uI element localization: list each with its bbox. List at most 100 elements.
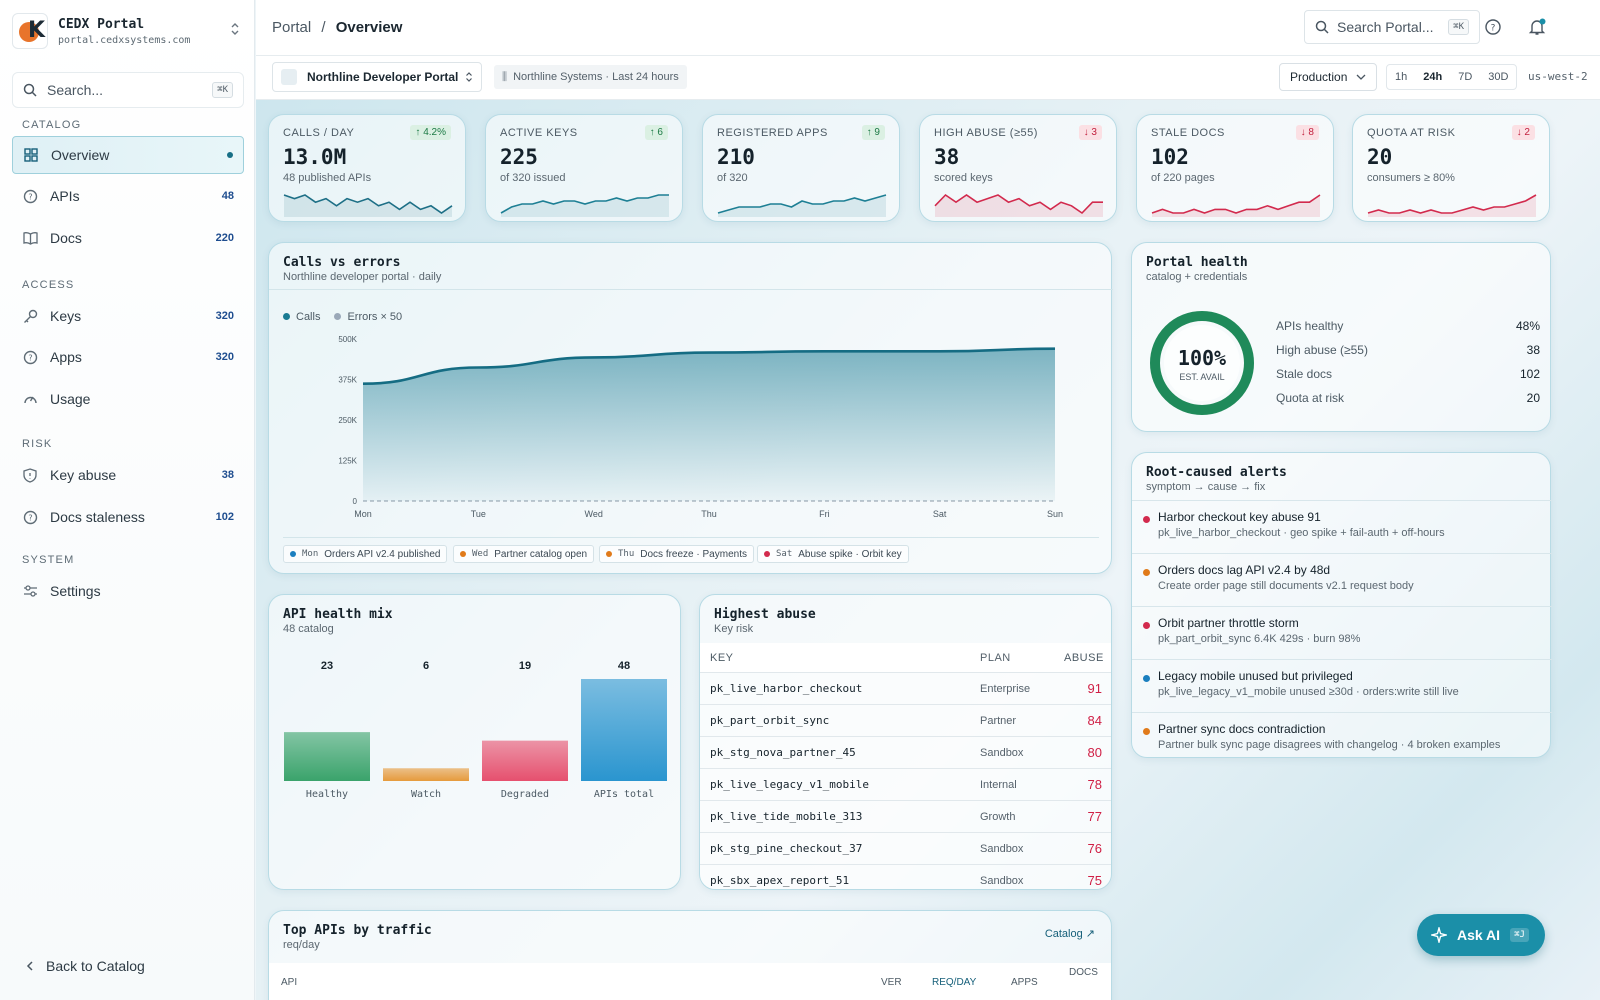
ask-ai-button[interactable]: Ask AI ⌘J bbox=[1417, 914, 1545, 956]
shield-icon bbox=[22, 467, 38, 483]
annotation-chip[interactable]: Wed Partner catalog open bbox=[453, 545, 595, 563]
column-apps[interactable]: APPS bbox=[1011, 977, 1038, 988]
bar bbox=[284, 732, 370, 781]
key-cell: pk_live_harbor_checkout bbox=[710, 682, 863, 695]
sidebar-item-label: Docs staleness bbox=[50, 509, 145, 525]
building-icon bbox=[281, 69, 297, 85]
brand[interactable]: K CEDX Portal portal.cedxsystems.com bbox=[12, 12, 244, 50]
catalog-link[interactable]: Catalog ↗ bbox=[1044, 928, 1095, 940]
time-range-toggle: 1h 24h 7D 30D bbox=[1386, 64, 1518, 90]
sidebar-item-apps[interactable]: ? Apps 320 bbox=[12, 338, 244, 376]
table-row[interactable]: pk_stg_pine_checkout_37 Sandbox 76 bbox=[700, 833, 1111, 865]
bar-category-label: Degraded bbox=[501, 789, 549, 800]
card-title: Portal health bbox=[1146, 255, 1248, 270]
table-row[interactable]: pk_live_legacy_v1_mobile Internal 78 bbox=[700, 769, 1111, 801]
sidebar-item-label: Keys bbox=[50, 308, 82, 324]
sidebar-item-apis[interactable]: ? APIs 48 bbox=[12, 177, 244, 215]
portal-selector[interactable]: Northline Developer Portal bbox=[272, 62, 482, 92]
alert-item[interactable]: Orders docs lag API v2.4 by 48d Create or… bbox=[1132, 553, 1552, 606]
sparkline-line bbox=[500, 194, 669, 214]
kpi-sparkline bbox=[1367, 194, 1537, 217]
annotation-chip[interactable]: Sat Abuse spike · Orbit key bbox=[757, 545, 909, 563]
card-title: API health mix bbox=[283, 607, 393, 622]
table-row[interactable]: pk_live_harbor_checkout Enterprise 91 bbox=[700, 673, 1111, 705]
alert-item[interactable]: Harbor checkout key abuse 91 pk_live_harb… bbox=[1132, 500, 1552, 553]
column-docs[interactable]: DOCS bbox=[1069, 967, 1098, 978]
table-row[interactable]: pk_live_tide_mobile_313 Growth 77 bbox=[700, 801, 1111, 833]
bell-icon[interactable] bbox=[1528, 18, 1546, 36]
annotation-chip[interactable]: Thu Docs freeze · Payments bbox=[599, 545, 754, 563]
sidebar-item-docs-staleness[interactable]: ? Docs staleness 102 bbox=[12, 498, 244, 536]
kpi-delta-badge: ↑ 4.2% bbox=[410, 125, 451, 140]
breadcrumb-root[interactable]: Portal bbox=[272, 19, 312, 36]
sparkline-area bbox=[284, 195, 452, 217]
alert-item[interactable]: Orbit partner throttle storm pk_part_orbi… bbox=[1132, 606, 1552, 659]
alert-title: Legacy mobile unused but privileged bbox=[1158, 669, 1353, 683]
key-icon bbox=[22, 308, 38, 324]
column-req-day[interactable]: REQ/DAY bbox=[932, 977, 977, 988]
sidebar-item-docs[interactable]: Docs 220 bbox=[12, 219, 244, 257]
breadcrumb-separator: / bbox=[321, 19, 326, 36]
health-mix-bar-chart: 23 Healthy 6 Watch 19 Degraded 48 APIs total bbox=[284, 660, 667, 800]
sidebar: K CEDX Portal portal.cedxsystems.com Sea… bbox=[0, 0, 255, 1000]
column-key[interactable]: KEY bbox=[710, 651, 734, 664]
global-search[interactable]: Search Portal... ⌘K bbox=[1304, 10, 1480, 44]
column-api[interactable]: API bbox=[281, 977, 298, 988]
table-row[interactable]: pk_part_orbit_sync Partner 84 bbox=[700, 705, 1111, 737]
range-1h[interactable]: 1h bbox=[1395, 71, 1408, 83]
back-to-catalog-link[interactable]: Back to Catalog bbox=[24, 958, 145, 974]
alert-title: Partner sync docs contradiction bbox=[1158, 722, 1326, 736]
range-7d[interactable]: 7D bbox=[1458, 71, 1473, 83]
kpi-card[interactable]: REGISTERED APPS 210 of 320 ↑ 9 bbox=[702, 114, 900, 222]
active-dot bbox=[227, 152, 233, 158]
kpi-card[interactable]: ACTIVE KEYS 225 of 320 issued ↑ 6 bbox=[485, 114, 683, 222]
chevron-up-down-icon[interactable] bbox=[230, 22, 240, 39]
sidebar-item-keys[interactable]: Keys 320 bbox=[12, 297, 244, 335]
table-row[interactable]: pk_stg_nova_partner_45 Sandbox 80 bbox=[700, 737, 1111, 769]
kpi-card[interactable]: QUOTA AT RISK 20 consumers ≥ 80% ↓ 2 bbox=[1352, 114, 1550, 222]
table-row[interactable]: pk_sbx_apex_report_51 Sandbox 75 bbox=[700, 865, 1111, 889]
legend-item-errors[interactable]: Errors × 50 bbox=[334, 311, 402, 323]
abuse-score-cell: 84 bbox=[1087, 713, 1102, 728]
key-cell: pk_part_orbit_sync bbox=[710, 714, 830, 727]
sidebar-item-overview[interactable]: Overview bbox=[12, 136, 244, 174]
help-circle-icon: ? bbox=[22, 349, 38, 365]
sidebar-item-settings[interactable]: Settings bbox=[12, 572, 244, 610]
range-30d[interactable]: 30D bbox=[1488, 71, 1509, 83]
sidebar-item-usage[interactable]: Usage bbox=[12, 380, 244, 418]
kpi-card[interactable]: CALLS / DAY 13.0M 48 published APIs ↑ 4.2% bbox=[268, 114, 466, 222]
annotation-chip[interactable]: Mon Orders API v2.4 published bbox=[283, 545, 448, 563]
environment-select[interactable]: Production bbox=[1279, 63, 1377, 91]
alert-item[interactable]: Legacy mobile unused but privileged pk_li… bbox=[1132, 659, 1552, 712]
sparkline-area bbox=[501, 195, 669, 217]
sidebar-item-key-abuse[interactable]: Key abuse 38 bbox=[12, 456, 244, 494]
book-icon bbox=[22, 230, 38, 246]
x-tick-label: Mon bbox=[354, 509, 372, 519]
abuse-score-cell: 91 bbox=[1087, 681, 1102, 696]
sparkline-line bbox=[283, 194, 453, 214]
severity-dot bbox=[1143, 569, 1150, 576]
sliders-icon bbox=[22, 583, 38, 599]
key-cell: pk_live_tide_mobile_313 bbox=[710, 810, 863, 823]
plan-cell: Enterprise bbox=[980, 682, 1031, 695]
kpi-subtitle: scored keys bbox=[934, 172, 993, 184]
sidebar-item-label: Settings bbox=[50, 583, 101, 599]
kpi-card[interactable]: STALE DOCS 102 of 220 pages ↓ 8 bbox=[1136, 114, 1334, 222]
alert-item[interactable]: Partner sync docs contradiction Partner b… bbox=[1132, 712, 1552, 765]
sidebar-item-label: APIs bbox=[50, 188, 80, 204]
bar-value-label: 19 bbox=[519, 660, 531, 672]
kpi-value: 20 bbox=[1367, 145, 1393, 169]
range-24h[interactable]: 24h bbox=[1423, 71, 1443, 83]
sidebar-item-label: Usage bbox=[50, 391, 91, 407]
legend-item-calls[interactable]: Calls bbox=[283, 311, 320, 323]
kpi-label: CALLS / DAY bbox=[283, 127, 355, 139]
column-plan[interactable]: PLAN bbox=[980, 651, 1011, 664]
column-ver[interactable]: VER bbox=[881, 977, 902, 988]
sidebar-search[interactable]: Search... ⌘K bbox=[12, 72, 244, 108]
help-icon[interactable]: ? bbox=[1484, 18, 1502, 36]
kpi-card[interactable]: HIGH ABUSE (≥55) 38 scored keys ↓ 3 bbox=[919, 114, 1117, 222]
card-subtitle: Key risk bbox=[714, 623, 754, 635]
highest-abuse-card: Highest abuse Key risk KEY PLAN ABUSE pk… bbox=[699, 594, 1112, 890]
chart-legend: Calls Errors × 50 bbox=[283, 311, 402, 323]
column-abuse[interactable]: ABUSE bbox=[1064, 651, 1104, 664]
